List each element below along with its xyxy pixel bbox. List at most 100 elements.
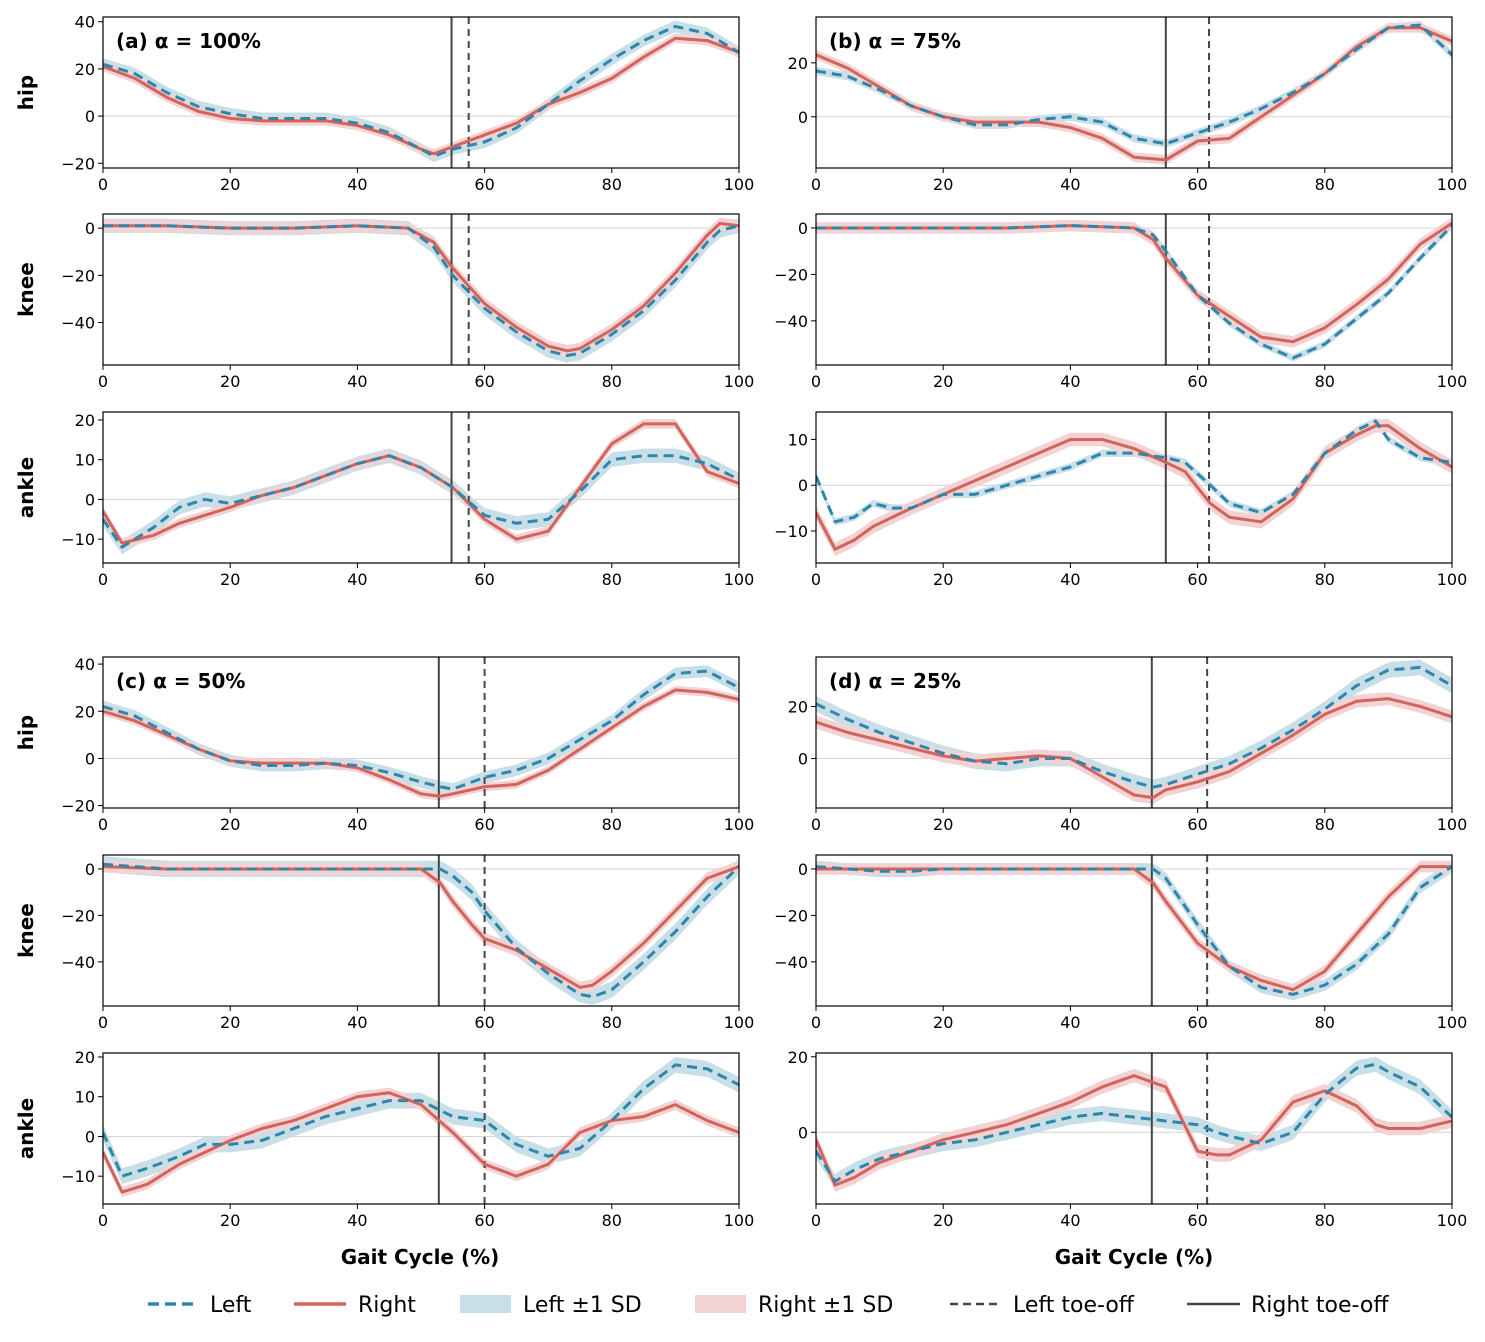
subplot-a-knee: 0 20 40 60 80 100 −40 −20 0 knee [14, 213, 755, 391]
x-tick-label: 40 [347, 1013, 367, 1032]
x-tick-label: 0 [98, 815, 108, 834]
y-tick-label: 0 [85, 107, 95, 126]
x-tick-label: 60 [1187, 1211, 1207, 1230]
right-series-line [103, 865, 739, 989]
x-tick-label: 0 [98, 1013, 108, 1032]
x-tick-label: 20 [220, 1211, 240, 1230]
x-tick-label: 40 [347, 372, 367, 391]
x-tick-label: 60 [474, 1013, 494, 1032]
x-tick-label: 40 [347, 815, 367, 834]
panel-title-a: (a) α = 100% [116, 29, 261, 53]
x-tick-label: 60 [1187, 570, 1207, 589]
right-sd-band [816, 217, 1452, 348]
y-tick-label: 20 [75, 60, 95, 79]
xlabel-panel-c: Gait Cycle (%) [341, 1245, 500, 1269]
y-tick-label: −20 [774, 265, 808, 284]
x-tick-label: 80 [1315, 1013, 1335, 1032]
y-tick-label: 10 [75, 451, 95, 470]
y-tick-label: 0 [798, 750, 808, 769]
legend-left-toeoff-label: Left toe-off [1013, 1293, 1135, 1318]
x-tick-label: 60 [1187, 372, 1207, 391]
x-tick-label: 20 [220, 570, 240, 589]
y-tick-label: −20 [61, 797, 95, 816]
x-tick-label: 80 [602, 175, 622, 194]
x-tick-label: 80 [602, 372, 622, 391]
x-tick-label: 80 [1315, 570, 1335, 589]
left-series-line [103, 669, 739, 791]
x-tick-label: 40 [1060, 1013, 1080, 1032]
y-tick-label: −10 [774, 522, 808, 541]
x-tick-label: 40 [1060, 570, 1080, 589]
subplot-d-knee: 0 20 40 60 80 100 −40 −20 0 [774, 854, 1467, 1032]
ylabel-hip: hip [14, 715, 38, 750]
x-tick-label: 40 [1060, 815, 1080, 834]
x-tick-label: 100 [1437, 815, 1468, 834]
x-tick-label: 0 [811, 372, 821, 391]
y-tick-label: 0 [85, 1127, 95, 1146]
left-sd-band [103, 1056, 739, 1185]
x-tick-label: 100 [724, 372, 755, 391]
legend-right-toeoff-label: Right toe-off [1251, 1293, 1389, 1318]
x-tick-label: 60 [474, 1211, 494, 1230]
y-tick-label: 0 [798, 476, 808, 495]
right-sd-band [816, 418, 1452, 557]
plot-area [816, 412, 1452, 563]
left-series-line [103, 1063, 739, 1178]
y-tick-label: 0 [798, 219, 808, 238]
panel-title-c: (c) α = 50% [116, 669, 245, 693]
subplot-d-hip: 0 20 40 60 80 100 0 20 (d) α = 25% [788, 656, 1468, 834]
x-tick-label: 80 [1315, 175, 1335, 194]
y-tick-label: 0 [85, 860, 95, 879]
x-tick-label: 20 [220, 815, 240, 834]
x-tick-label: 20 [933, 570, 953, 589]
legend-right-sd-label: Right ±1 SD [758, 1293, 893, 1318]
y-tick-label: 20 [75, 702, 95, 721]
x-tick-label: 60 [474, 175, 494, 194]
plot-area [103, 657, 739, 808]
x-tick-label: 100 [724, 175, 755, 194]
left-series-line [816, 865, 1452, 996]
legend-left-label: Left [210, 1293, 252, 1318]
axes-frame [815, 1052, 1453, 1205]
subplot-a-ankle: 0 20 40 60 80 100 −10 0 10 20 ankle [14, 411, 754, 589]
x-tick-label: 20 [220, 175, 240, 194]
x-tick-label: 40 [347, 1211, 367, 1230]
x-tick-label: 100 [1437, 372, 1468, 391]
x-tick-label: 0 [811, 1013, 821, 1032]
x-tick-label: 0 [811, 570, 821, 589]
y-tick-label: 0 [798, 108, 808, 127]
axes-frame [102, 411, 740, 564]
y-tick-label: 0 [85, 219, 95, 238]
x-tick-label: 0 [98, 372, 108, 391]
y-tick-label: 20 [788, 697, 808, 716]
axes-frame [815, 16, 1453, 169]
axes-frame [102, 656, 740, 809]
left-series-line [816, 23, 1452, 146]
x-tick-label: 60 [474, 570, 494, 589]
right-sd-band [103, 1087, 739, 1198]
x-tick-label: 100 [724, 1211, 755, 1230]
plot-area [816, 1053, 1452, 1204]
y-tick-label: −20 [774, 906, 808, 925]
plot-area [103, 412, 739, 563]
x-tick-label: 20 [220, 1013, 240, 1032]
right-series-line [816, 865, 1452, 992]
legend-left-sd-swatch [460, 1295, 511, 1313]
left-series-line [816, 665, 1452, 789]
y-tick-label: 20 [788, 54, 808, 73]
xlabel-panel-d: Gait Cycle (%) [1055, 1245, 1214, 1269]
x-tick-label: 60 [1187, 1013, 1207, 1032]
x-tick-label: 0 [811, 175, 821, 194]
x-tick-label: 40 [347, 175, 367, 194]
x-tick-label: 20 [933, 815, 953, 834]
x-tick-label: 80 [1315, 815, 1335, 834]
x-tick-label: 80 [602, 1013, 622, 1032]
right-series-line [103, 221, 739, 353]
left-series-line [816, 1062, 1452, 1183]
